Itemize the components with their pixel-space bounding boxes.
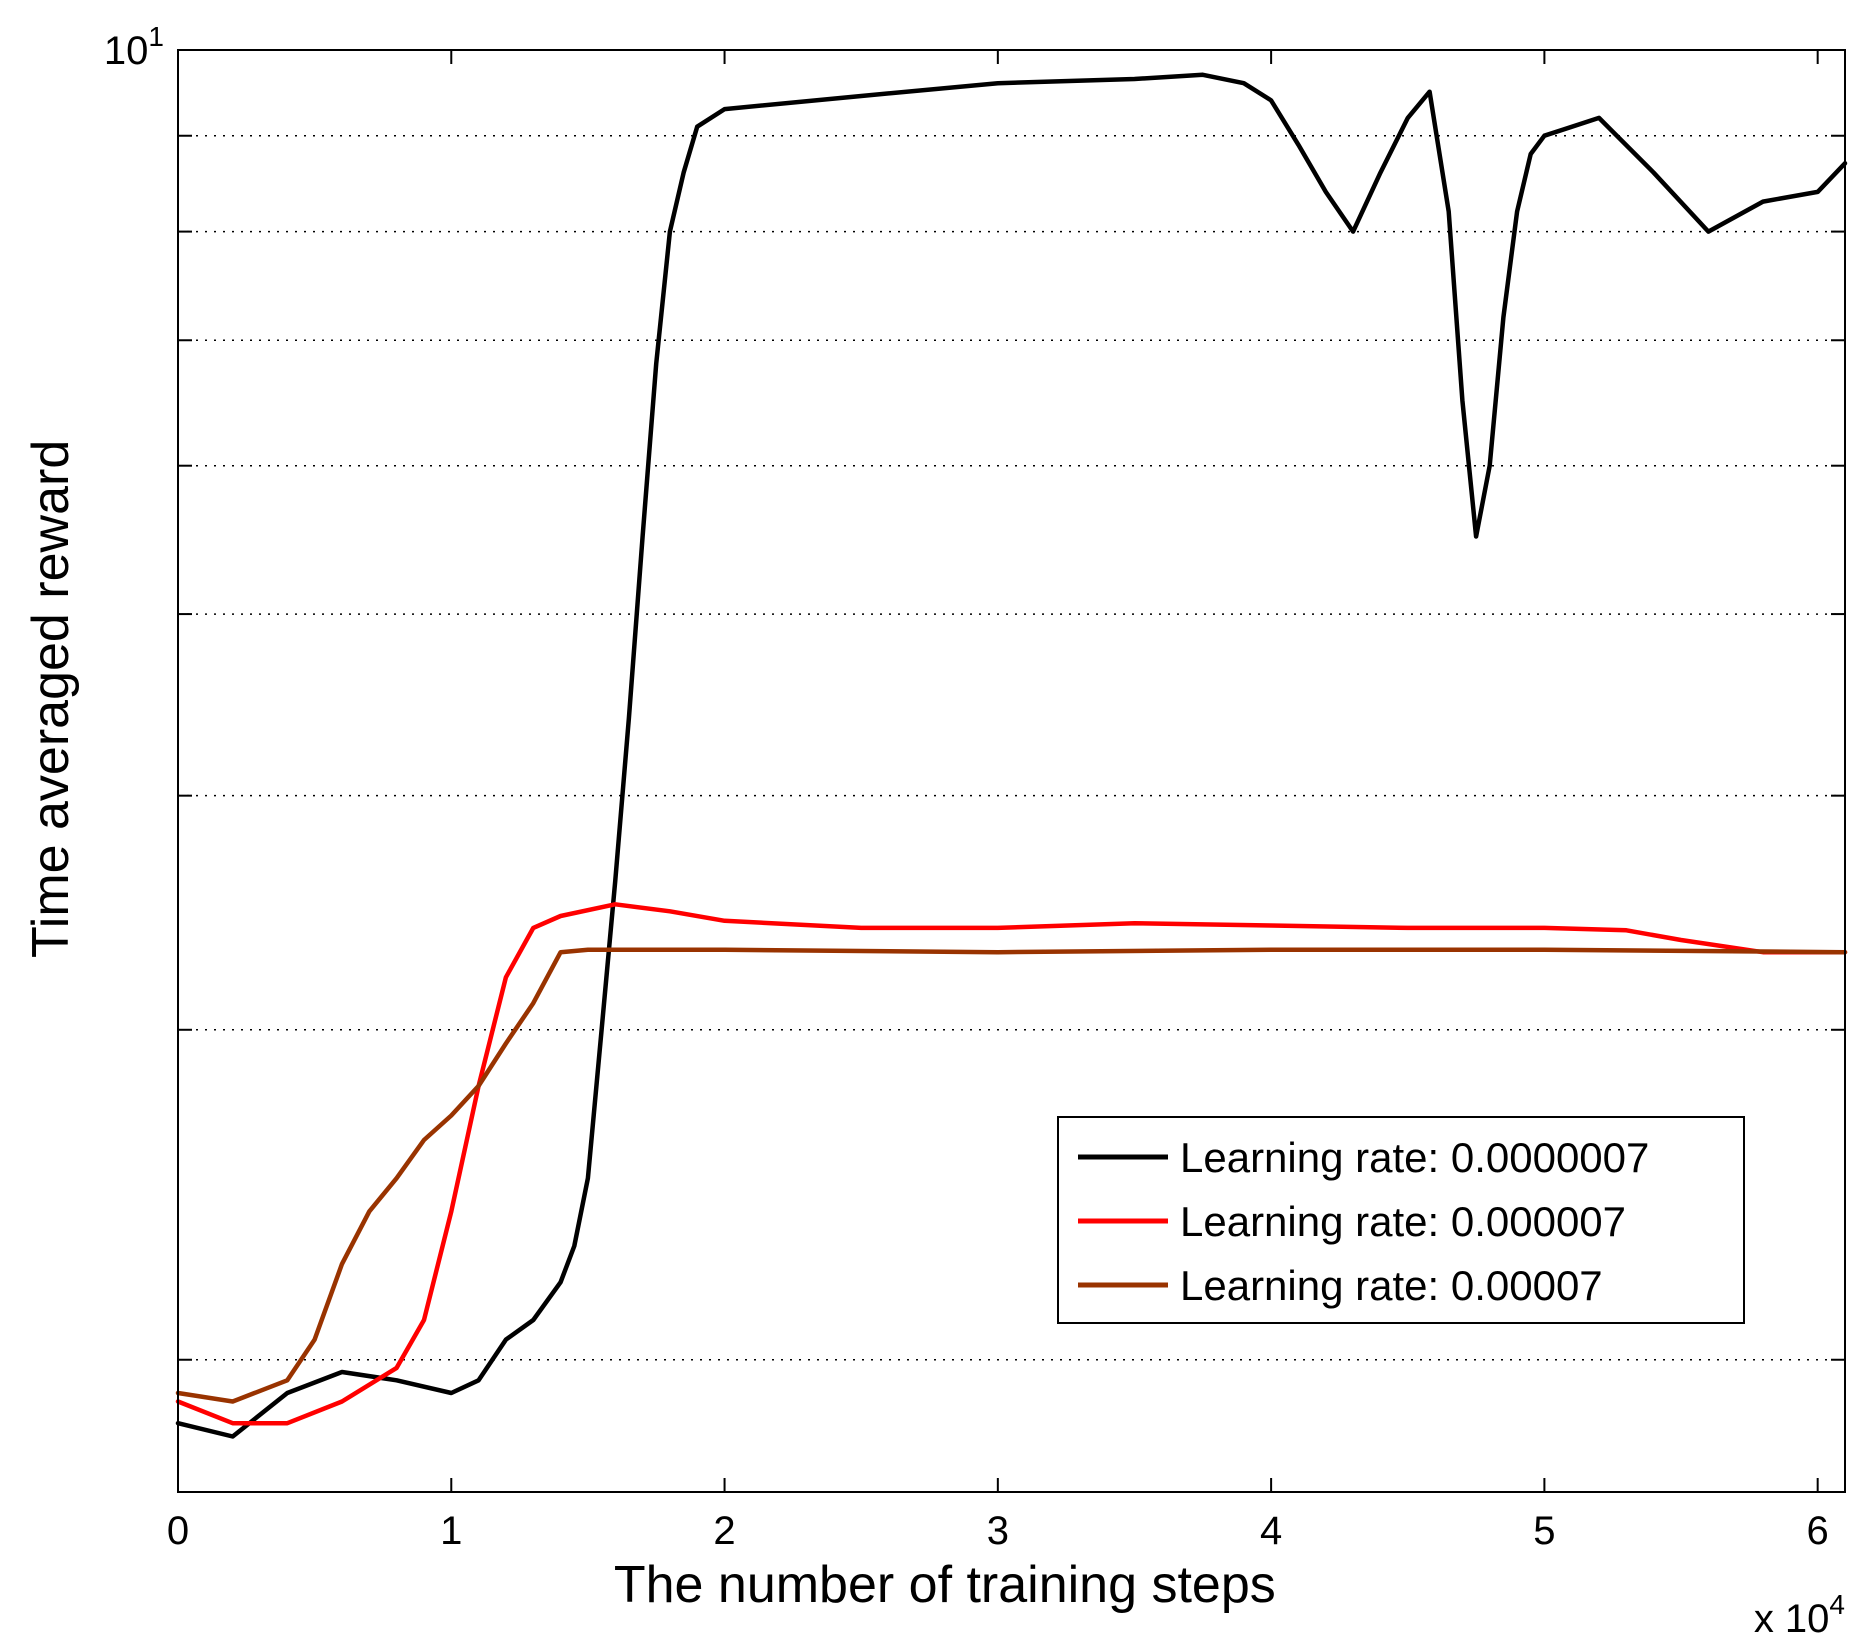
- y-tick-label-top: 101: [104, 21, 164, 73]
- y-axis-label: Time averaged reward: [22, 440, 80, 958]
- x-axis-label: The number of training steps: [614, 1556, 1276, 1614]
- series-line-1: [175, 72, 1848, 1439]
- legend-label-3: Learning rate: 0.00007: [1180, 1262, 1603, 1309]
- legend-label-2: Learning rate: 0.000007: [1180, 1198, 1626, 1245]
- x-multiplier-base: x 10: [1754, 1597, 1830, 1636]
- x-axis-multiplier: x 104: [1754, 1589, 1845, 1636]
- x-multiplier-exponent: 4: [1829, 1589, 1845, 1620]
- x-tick-label: 5: [1533, 1509, 1555, 1553]
- plot-area-frame: [177, 49, 1846, 1493]
- legend-box: [1057, 1116, 1745, 1324]
- x-tick-label: 4: [1260, 1509, 1282, 1553]
- series-line-2: [175, 902, 1848, 1426]
- series-lines: [175, 72, 1848, 1439]
- legend: Learning rate: 0.0000007 Learning rate: 0…: [1057, 1116, 1745, 1324]
- x-tick-label: 2: [713, 1509, 735, 1553]
- series-line-3: [175, 947, 1848, 1404]
- x-axis-ticks: 0 1 2 3 4 5 6: [167, 50, 1845, 1553]
- x-tick-label: 1: [440, 1509, 462, 1553]
- x-tick-label: 6: [1807, 1509, 1829, 1553]
- x-tick-label: 0: [167, 1509, 189, 1553]
- y-tick-base: 10: [104, 29, 149, 73]
- y-tick-exponent: 1: [148, 21, 164, 52]
- x-tick-label: 3: [987, 1509, 1009, 1553]
- legend-label-1: Learning rate: 0.0000007: [1180, 1134, 1649, 1181]
